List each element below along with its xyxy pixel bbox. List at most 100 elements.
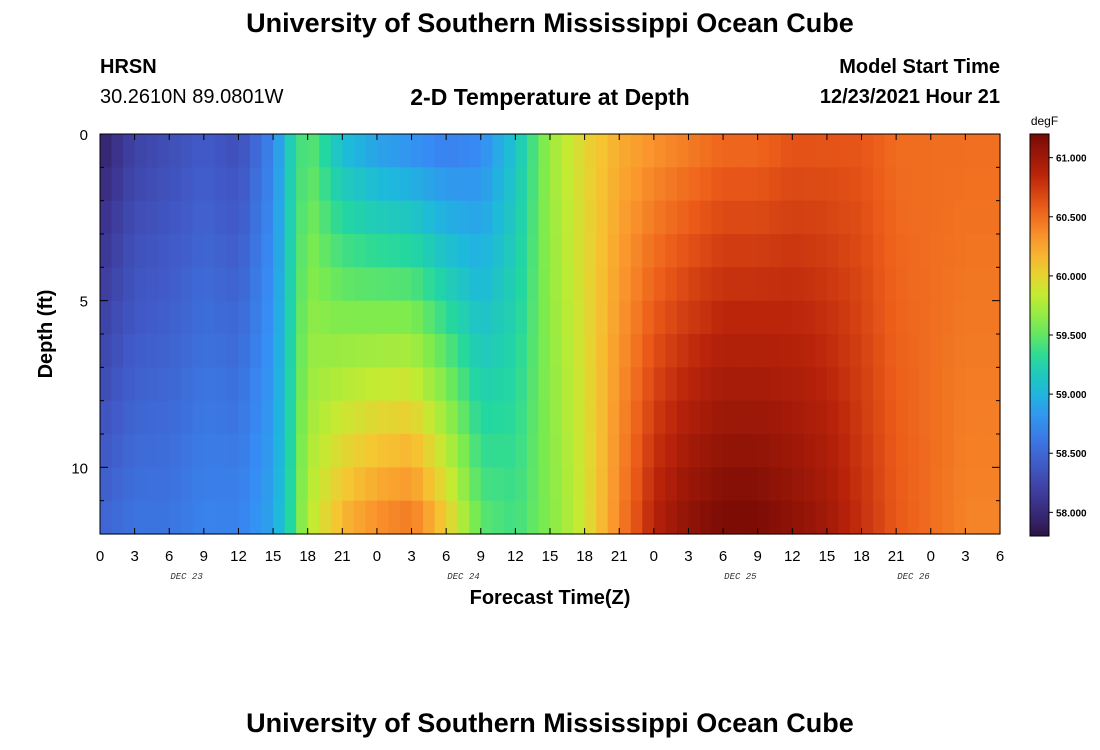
heatmap-cell: [953, 367, 966, 402]
x-tick-label: 3: [407, 548, 415, 565]
heatmap-cell: [642, 267, 655, 302]
heatmap-cell: [226, 134, 240, 168]
heatmap-cell: [134, 334, 147, 368]
colorbar-units: degF: [1031, 114, 1058, 128]
heatmap-cell: [157, 267, 170, 302]
heatmap-cell: [423, 167, 436, 202]
heatmap-cell: [919, 367, 932, 402]
heatmap-cell: [919, 334, 932, 368]
y-axis: 0 5 10: [71, 127, 1000, 535]
heatmap-cell: [584, 200, 597, 235]
heatmap-cell: [446, 467, 459, 502]
heatmap-cell: [757, 367, 770, 402]
heatmap-cell: [907, 200, 920, 235]
heatmap-cell: [226, 300, 240, 335]
y-tick-label: 10: [71, 460, 88, 477]
x-tick-label: 12: [507, 548, 524, 565]
heatmap-cell: [550, 200, 563, 235]
heatmap-cell: [596, 300, 609, 335]
heatmap-cell: [365, 434, 378, 468]
x-tick-label: 18: [853, 548, 870, 565]
heatmap-cell: [480, 167, 493, 202]
heatmap-cell: [203, 434, 216, 468]
heatmap-cell: [111, 200, 124, 235]
heatmap-cell: [538, 334, 551, 368]
y-tick-label: 0: [80, 127, 88, 144]
heatmap-cell: [930, 234, 943, 268]
heatmap-cell: [676, 400, 690, 435]
heatmap-cell: [457, 500, 470, 535]
heatmap-cell: [365, 334, 378, 368]
heatmap-cell: [319, 367, 332, 402]
heatmap-cell: [169, 267, 182, 302]
heatmap-cell: [573, 200, 586, 235]
heatmap-cell: [838, 500, 851, 535]
heatmap-cell: [192, 134, 205, 168]
heatmap-cell: [653, 367, 666, 402]
heatmap-cell: [296, 300, 309, 335]
heatmap-cell: [192, 500, 205, 535]
heatmap-cell: [826, 200, 840, 235]
heatmap-cell: [769, 134, 782, 168]
heatmap-cell: [261, 200, 274, 235]
heatmap-cell: [238, 434, 251, 468]
heatmap-cell: [400, 467, 413, 502]
heatmap-cell: [180, 367, 193, 402]
heatmap-cell: [146, 400, 159, 435]
heatmap-cell: [180, 200, 193, 235]
heatmap-cell: [457, 234, 470, 268]
heatmap-cell: [515, 367, 528, 402]
heatmap-cell: [723, 467, 736, 502]
heatmap-cell: [584, 367, 597, 402]
heatmap-cell: [676, 200, 690, 235]
heatmap-cell: [480, 467, 493, 502]
heatmap-cell: [238, 500, 251, 535]
heatmap-cell: [261, 234, 274, 268]
heatmap-cell: [988, 234, 1001, 268]
heatmap-cell: [711, 467, 724, 502]
heatmap-cell: [296, 367, 309, 402]
heatmap-cell: [780, 234, 793, 268]
heatmap-cell: [538, 234, 551, 268]
heatmap-cell: [723, 267, 736, 302]
heatmap-cell: [203, 300, 216, 335]
heatmap-cell: [769, 334, 782, 368]
heatmap-cell: [676, 434, 690, 468]
heatmap-cell: [169, 200, 182, 235]
heatmap-cell: [780, 167, 793, 202]
heatmap-cell: [238, 200, 251, 235]
heatmap-cell: [215, 200, 228, 235]
heatmap-cell: [757, 400, 770, 435]
heatmap-cell: [388, 300, 401, 335]
heatmap-cell: [642, 434, 655, 468]
heatmap-cell: [330, 434, 343, 468]
heatmap-cell: [988, 500, 1001, 535]
heatmap-cell: [838, 134, 851, 168]
heatmap-cell: [665, 267, 678, 302]
heatmap-cell: [123, 467, 136, 502]
heatmap-cell: [619, 500, 632, 535]
heatmap-cell: [273, 467, 286, 502]
heatmap-cell: [919, 500, 932, 535]
heatmap-cell: [711, 500, 724, 535]
heatmap-cell: [376, 267, 390, 302]
heatmap-cell: [850, 334, 863, 368]
heatmap-cell: [584, 434, 597, 468]
x-tick-label: 3: [130, 548, 138, 565]
heatmap-cell: [607, 267, 620, 302]
heatmap-cell: [757, 434, 770, 468]
heatmap-cell: [942, 134, 955, 168]
heatmap-cell: [365, 134, 378, 168]
heatmap-cell: [757, 467, 770, 502]
heatmap-cell: [792, 267, 805, 302]
heatmap-cell: [388, 167, 401, 202]
heatmap-cell: [550, 467, 563, 502]
heatmap-cell: [411, 334, 424, 368]
page-title-repeat: University of Southern Mississippi Ocean…: [246, 708, 854, 738]
heatmap-cell: [273, 167, 286, 202]
heatmap-cell: [769, 467, 782, 502]
heatmap-cell: [446, 500, 459, 535]
heatmap-cell: [376, 434, 390, 468]
heatmap-cell: [457, 300, 470, 335]
heatmap-cell: [769, 234, 782, 268]
